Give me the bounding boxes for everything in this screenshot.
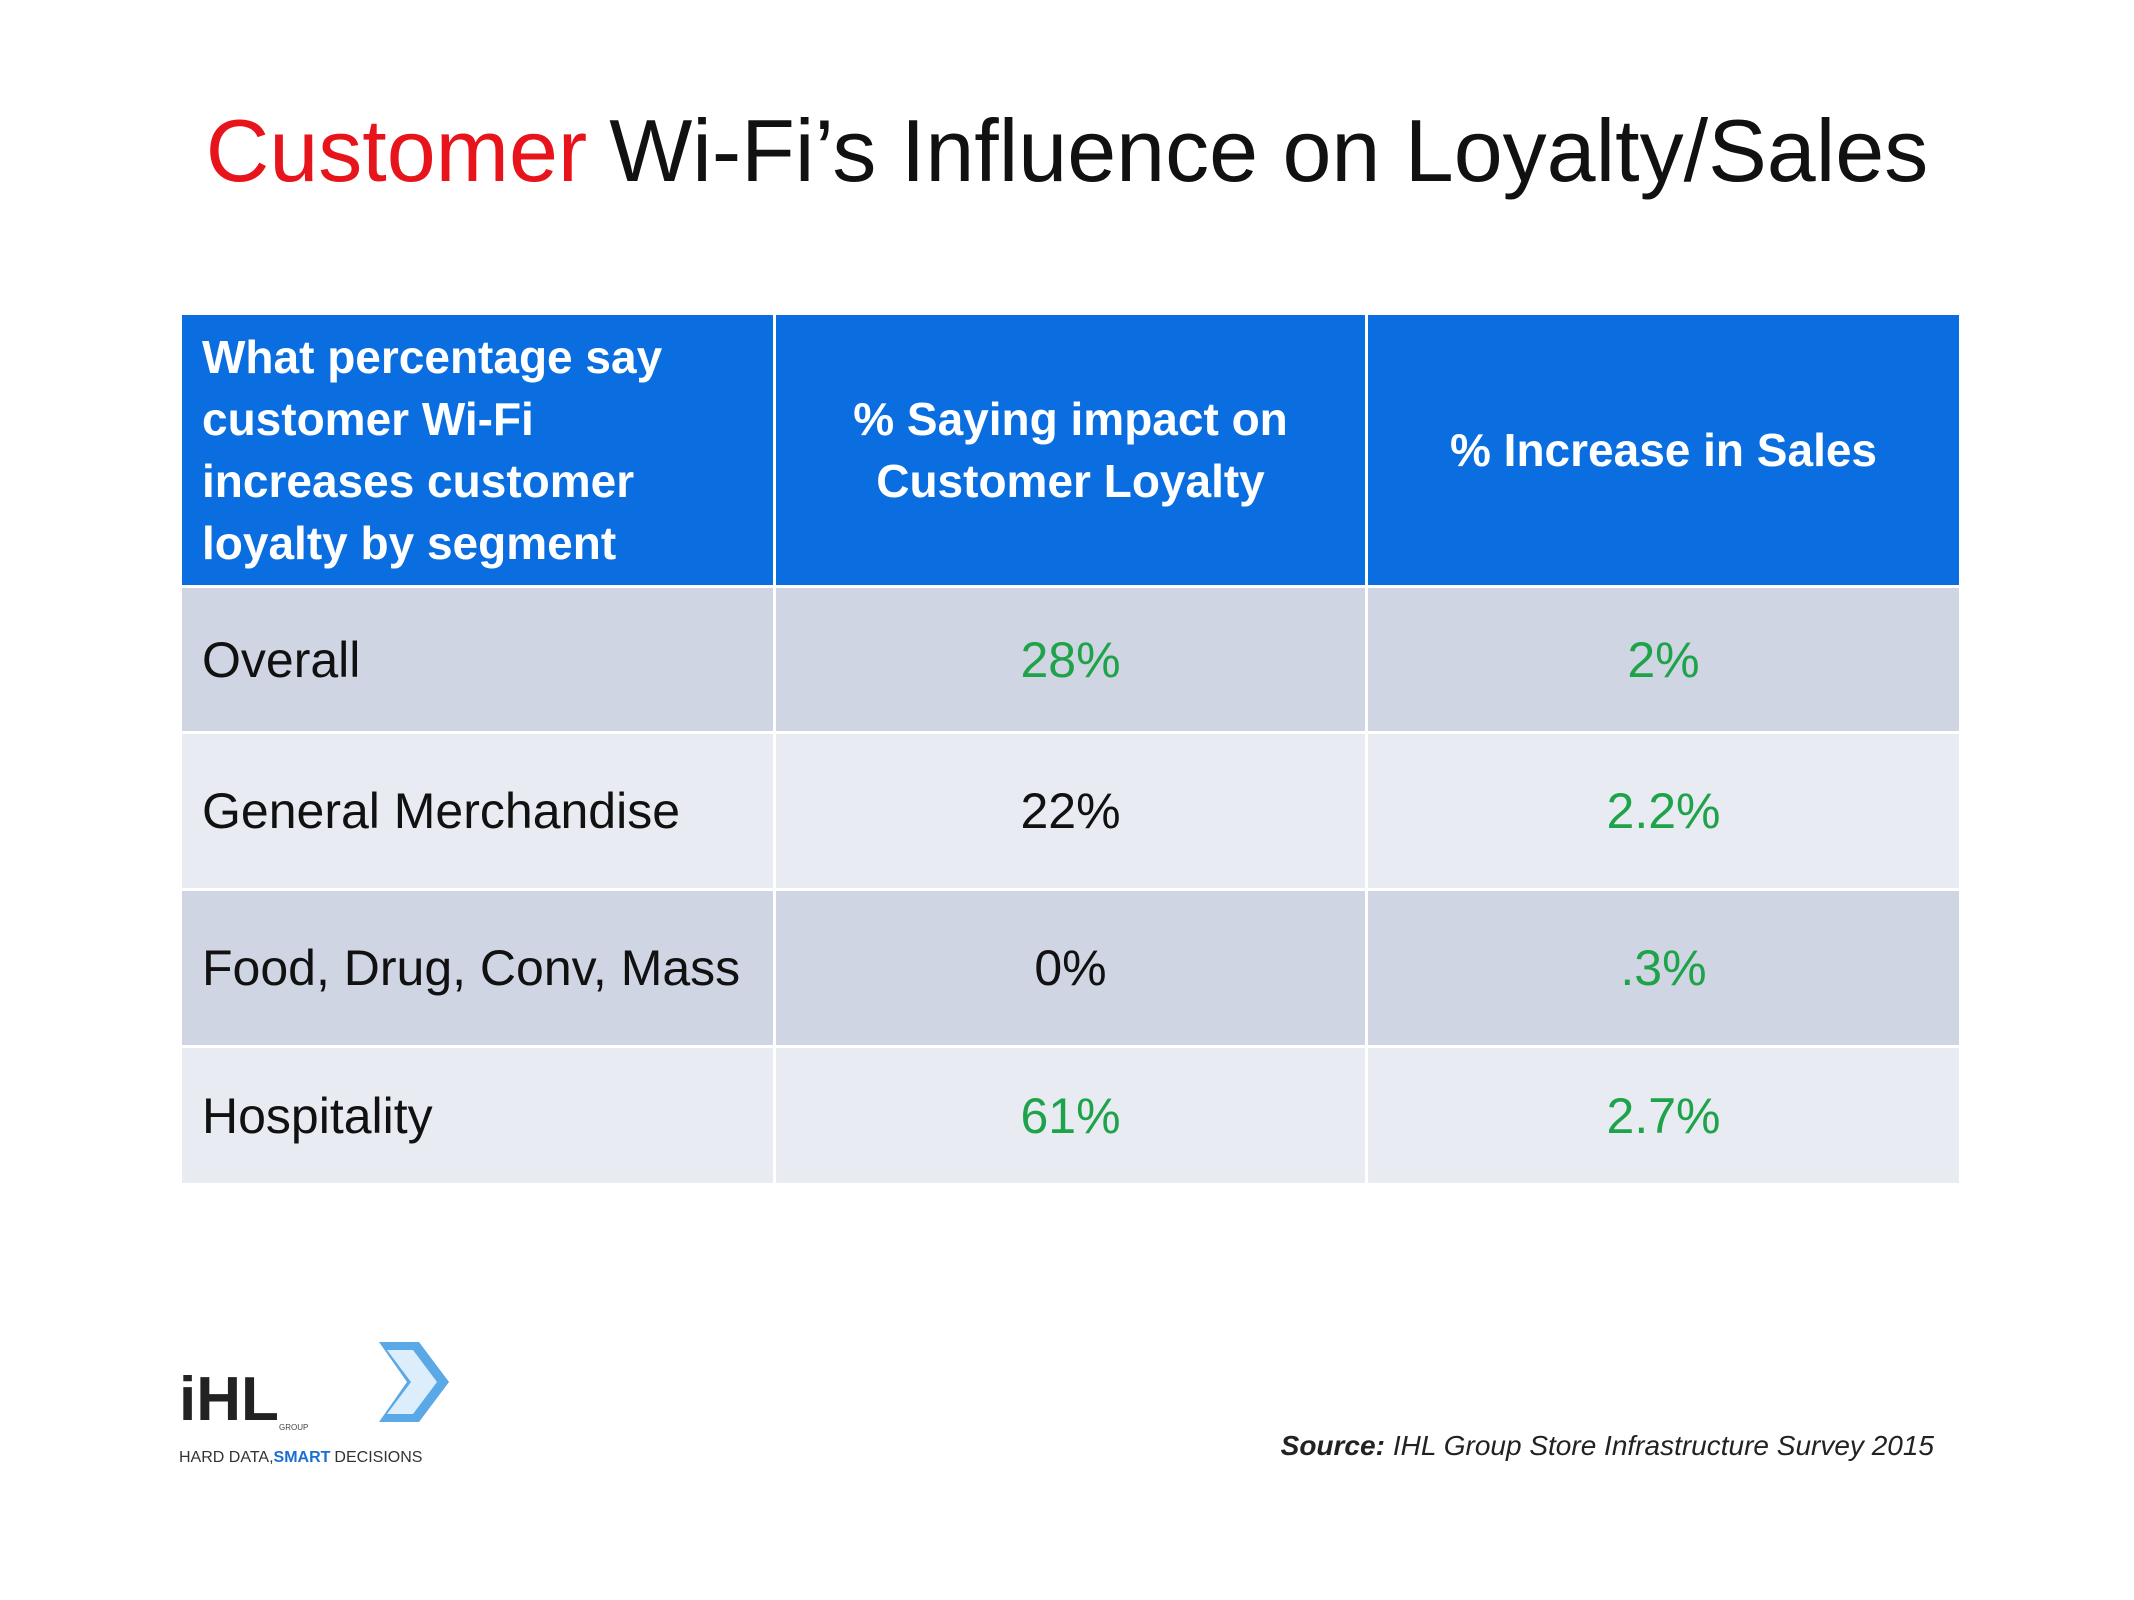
logo-arrow-inner	[387, 1350, 437, 1414]
tagline-start: HARD DATA,	[179, 1449, 274, 1466]
source-text: IHL Group Store Infrastructure Survey 20…	[1392, 1430, 1934, 1461]
source-label: Source:	[1280, 1430, 1385, 1461]
source: Source: IHL Group Store Infrastructure Su…	[1281, 1430, 1934, 1462]
table-row: Hospitality 61% 2.7%	[179, 1045, 1962, 1186]
value-cell: 2.7%	[1365, 1045, 1962, 1186]
row-label: Food, Drug, Conv, Mass	[179, 888, 776, 1048]
header-row: What percentage say customer Wi-Fi incre…	[179, 312, 1962, 588]
title-highlight: Customer	[205, 101, 588, 200]
value-cell: 2.2%	[1365, 731, 1962, 891]
header-cell: % Increase in Sales	[1365, 312, 1962, 588]
row-label: Overall	[179, 585, 776, 734]
title: Customer Wi-Fi’s Influence on Loyalty/Sal…	[0, 100, 2134, 202]
table-row: Food, Drug, Conv, Mass 0% .3%	[179, 888, 1962, 1048]
logo-name: iHL	[179, 1365, 279, 1434]
logo-tagline: HARD DATA,SMART DECISIONS	[179, 1449, 422, 1466]
value-cell: 28%	[773, 585, 1368, 734]
logo-group: GROUP	[279, 1423, 308, 1432]
tagline-bold: SMART	[274, 1449, 331, 1466]
value-cell: 0%	[773, 888, 1368, 1048]
table-row: Overall 28% 2%	[179, 585, 1962, 734]
tagline-end: DECISIONS	[334, 1449, 422, 1466]
header-cell: What percentage say customer Wi-Fi incre…	[179, 312, 776, 588]
row-label: General Merchandise	[179, 731, 776, 891]
value-cell: .3%	[1365, 888, 1962, 1048]
header-cell: % Saying impact on Customer Loyalty	[773, 312, 1368, 588]
row-label: Hospitality	[179, 1045, 776, 1186]
data-table: What percentage say customer Wi-Fi incre…	[179, 312, 1962, 1186]
value-cell: 2%	[1365, 585, 1962, 734]
table-row: General Merchandise 22% 2.2%	[179, 731, 1962, 891]
table-body: Overall 28% 2% General Merchandise 22% 2.2% Fo…	[179, 585, 1962, 1186]
value-cell: 22%	[773, 731, 1368, 891]
logo: iHL GROUP HARD DATA,SMART DECISIONS	[179, 1342, 449, 1466]
title-rest: Wi-Fi’s Influence on Loyalty/Sales	[609, 101, 1929, 200]
value-cell: 61%	[773, 1045, 1368, 1186]
